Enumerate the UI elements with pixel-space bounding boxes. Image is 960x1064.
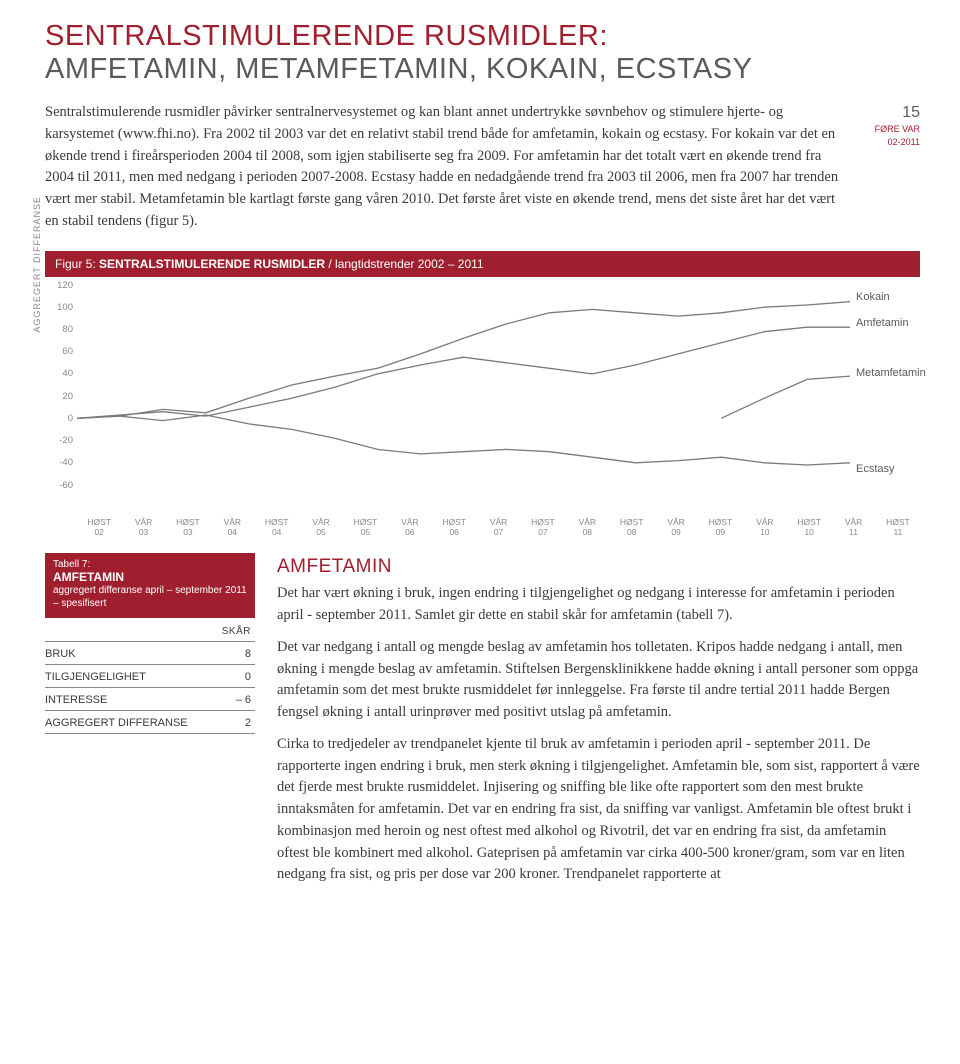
paragraph-1: Det har vært økning i bruk, ingen endrin…: [277, 583, 920, 627]
x-tick: HØST 04: [255, 517, 299, 537]
figure-caption-suffix: / langtidstrender 2002 – 2011: [325, 257, 484, 271]
table-caption-2: AMFETAMIN: [53, 570, 247, 584]
page-badge: 15 FØRE VAR 02-2011: [862, 102, 920, 233]
table-caption-3: aggregert differanse april – september 2…: [53, 584, 247, 610]
table-row: AGGREGERT DIFFERANSE 2: [45, 711, 255, 734]
x-tick: HØST 06: [432, 517, 476, 537]
figure-caption-bold: SENTRALSTIMULERENDE RUSMIDLER: [99, 257, 325, 271]
x-tick: HØST 05: [343, 517, 387, 537]
x-tick: VÅR 05: [299, 517, 343, 537]
line-chart: [45, 281, 920, 491]
y-axis-label: AGGREGERT DIFFERANSE: [32, 195, 42, 332]
chart-area: AGGREGERT DIFFERANSE -60-40-200204060801…: [45, 281, 920, 511]
badge-line2: 02-2011: [862, 137, 920, 148]
x-tick: VÅR 07: [476, 517, 520, 537]
series-label: Ecstasy: [856, 463, 895, 475]
row-label: TILGJENGELIGHET: [45, 671, 146, 683]
row-value: 2: [245, 717, 251, 729]
x-tick: HØST 02: [77, 517, 121, 537]
row-label: AGGREGERT DIFFERANSE: [45, 717, 188, 729]
series-label: Kokain: [856, 291, 890, 303]
section-title: AMFETAMIN: [277, 553, 920, 582]
page-number: 15: [862, 104, 920, 122]
row-value: 8: [245, 648, 251, 660]
x-tick: HØST 07: [521, 517, 565, 537]
title-red: SENTRALSTIMULERENDE RUSMIDLER:: [45, 20, 920, 53]
x-tick: HØST 03: [166, 517, 210, 537]
table-score-header: SKÅR: [45, 620, 255, 642]
x-tick: VÅR 09: [654, 517, 698, 537]
paragraph-2: Det var nedgang i antall og mengde besla…: [277, 637, 920, 724]
score-label: SKÅR: [222, 626, 251, 637]
text-column: AMFETAMIN Det har vært økning i bruk, in…: [277, 553, 920, 896]
x-tick: VÅR 11: [831, 517, 875, 537]
table-header: Tabell 7: AMFETAMIN aggregert differanse…: [45, 553, 255, 620]
intro-section: Sentralstimulerende rusmidler påvirker s…: [45, 102, 920, 233]
row-label: INTERESSE: [45, 694, 107, 706]
table-caption-1: Tabell 7:: [53, 559, 247, 570]
figure-caption-prefix: Figur 5:: [55, 257, 99, 271]
row-label: BRUK: [45, 648, 76, 660]
row-value: 0: [245, 671, 251, 683]
x-tick: VÅR 06: [388, 517, 432, 537]
title-gray: AMFETAMIN, METAMFETAMIN, KOKAIN, ECSTASY: [45, 53, 920, 86]
series-label: Amfetamin: [856, 317, 909, 329]
row-value: – 6: [236, 694, 251, 706]
paragraph-3: Cirka to tredjedeler av trendpanelet kje…: [277, 734, 920, 886]
table-row: INTERESSE – 6: [45, 688, 255, 711]
x-tick: VÅR 10: [743, 517, 787, 537]
lower-section: Tabell 7: AMFETAMIN aggregert differanse…: [45, 553, 920, 896]
badge-line1: FØRE VAR: [862, 124, 920, 135]
x-tick: HØST 10: [787, 517, 831, 537]
intro-text: Sentralstimulerende rusmidler påvirker s…: [45, 102, 842, 233]
x-tick: HØST 11: [876, 517, 920, 537]
x-tick: HØST 09: [698, 517, 742, 537]
table-row: TILGJENGELIGHET 0: [45, 665, 255, 688]
table-row: BRUK 8: [45, 642, 255, 665]
table-column: Tabell 7: AMFETAMIN aggregert differanse…: [45, 553, 255, 896]
x-axis-labels: HØST 02VÅR 03HØST 03VÅR 04HØST 04VÅR 05H…: [45, 517, 920, 537]
series-label: Metamfetamin: [856, 367, 926, 379]
table-body: SKÅR BRUK 8 TILGJENGELIGHET 0 INTERESSE – 6 AG…: [45, 620, 255, 734]
x-tick: VÅR 03: [121, 517, 165, 537]
x-tick: HØST 08: [610, 517, 654, 537]
x-tick: VÅR 08: [565, 517, 609, 537]
x-tick: VÅR 04: [210, 517, 254, 537]
figure-caption: Figur 5: SENTRALSTIMULERENDE RUSMIDLER /…: [45, 251, 920, 277]
